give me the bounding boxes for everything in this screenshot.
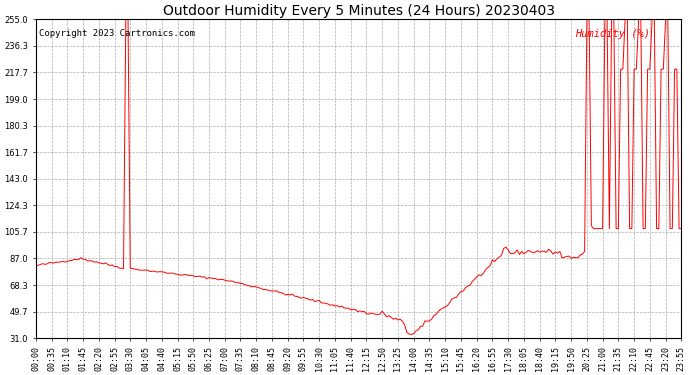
Title: Outdoor Humidity Every 5 Minutes (24 Hours) 20230403: Outdoor Humidity Every 5 Minutes (24 Hou… [163,4,555,18]
Text: Copyright 2023 Cartronics.com: Copyright 2023 Cartronics.com [39,29,195,38]
Text: Humidity (%): Humidity (%) [575,29,650,39]
